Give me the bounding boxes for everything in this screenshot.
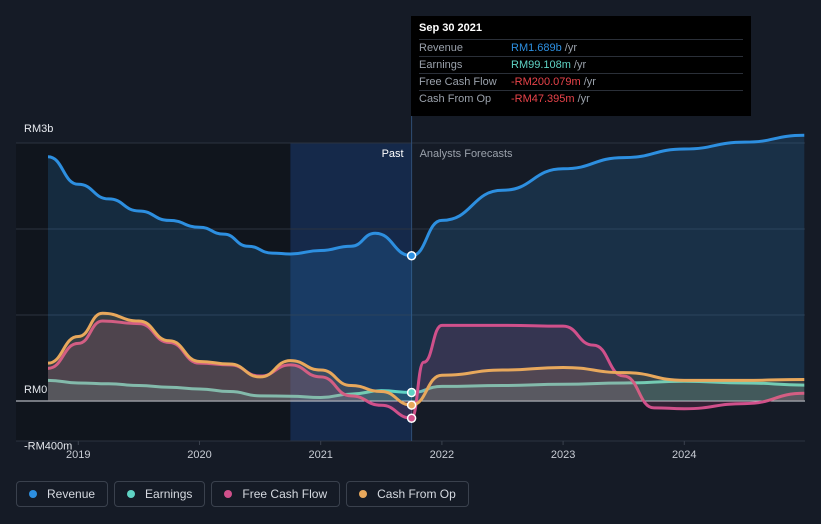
tooltip-row-revenue: Revenue RM1.689b /yr: [419, 39, 743, 56]
x-tick-label: 2023: [551, 449, 575, 461]
legend-item-cash-from-op[interactable]: Cash From Op: [346, 481, 469, 507]
series-marker: [406, 250, 417, 261]
legend-dot-icon: [29, 490, 37, 498]
x-tick-label: 2022: [430, 449, 454, 461]
tooltip-row-earnings: Earnings RM99.108m /yr: [419, 56, 743, 73]
tooltip-label: Cash From Op: [419, 93, 492, 105]
series-line: [47, 378, 805, 400]
x-tick-label: 2020: [187, 449, 211, 461]
tooltip-unit: /yr: [573, 59, 587, 71]
past-background: [16, 143, 291, 441]
legend-item-free-cash-flow[interactable]: Free Cash Flow: [211, 481, 341, 507]
legend-dot-icon: [127, 490, 136, 498]
x-tick-label: 2019: [66, 449, 90, 461]
series-marker: [406, 387, 417, 398]
tooltip-value: RM1.689b: [511, 42, 562, 54]
legend-item-earnings[interactable]: Earnings: [114, 481, 206, 507]
y-axis-label: -RM400m: [24, 440, 72, 452]
legend: Revenue Earnings Free Cash Flow Cash Fro…: [16, 481, 469, 507]
tooltip-unit: /yr: [583, 76, 596, 88]
tooltip: Sep 30 2021 Revenue RM1.689b /yr Earning…: [411, 16, 751, 116]
tooltip-label: Earnings: [419, 59, 463, 71]
x-tick-label: 2021: [308, 449, 332, 461]
tooltip-date: Sep 30 2021: [419, 22, 482, 34]
legend-label: Free Cash Flow: [242, 487, 328, 501]
tooltip-unit: /yr: [577, 93, 590, 105]
y-axis-label: RM0: [24, 384, 47, 396]
series-marker: [406, 400, 417, 410]
legend-dot-icon: [224, 490, 233, 498]
legend-item-revenue[interactable]: Revenue: [16, 481, 109, 507]
legend-dot-icon: [359, 490, 368, 498]
past-label: Past: [382, 148, 404, 160]
tooltip-value: -RM200.079m: [511, 76, 581, 88]
tooltip-label: Revenue: [419, 42, 464, 54]
tooltip-label: Free Cash Flow: [419, 76, 497, 88]
tooltip-unit: /yr: [564, 42, 577, 54]
series-area: [48, 135, 805, 401]
forecast-label: Analysts Forecasts: [420, 148, 513, 160]
series-marker: [406, 413, 417, 423]
legend-label: Cash From Op: [377, 487, 456, 501]
x-tick-label: 2024: [672, 449, 696, 461]
legend-label: Revenue: [47, 487, 96, 501]
tooltip-row-free-cash-flow: Free Cash Flow -RM200.079m /yr: [419, 73, 743, 90]
series-line: [47, 133, 805, 258]
series-area: [48, 313, 805, 406]
tooltip-row-cash-from-op: Cash From Op -RM47.395m /yr: [419, 90, 743, 107]
y-axis-label: RM3b: [24, 123, 53, 135]
series-line: [47, 311, 805, 407]
series-area: [48, 321, 805, 419]
tooltip-value: -RM47.395m: [511, 93, 575, 105]
tooltip-value: RM99.108m: [511, 59, 571, 71]
legend-label: Earnings: [145, 487, 193, 501]
